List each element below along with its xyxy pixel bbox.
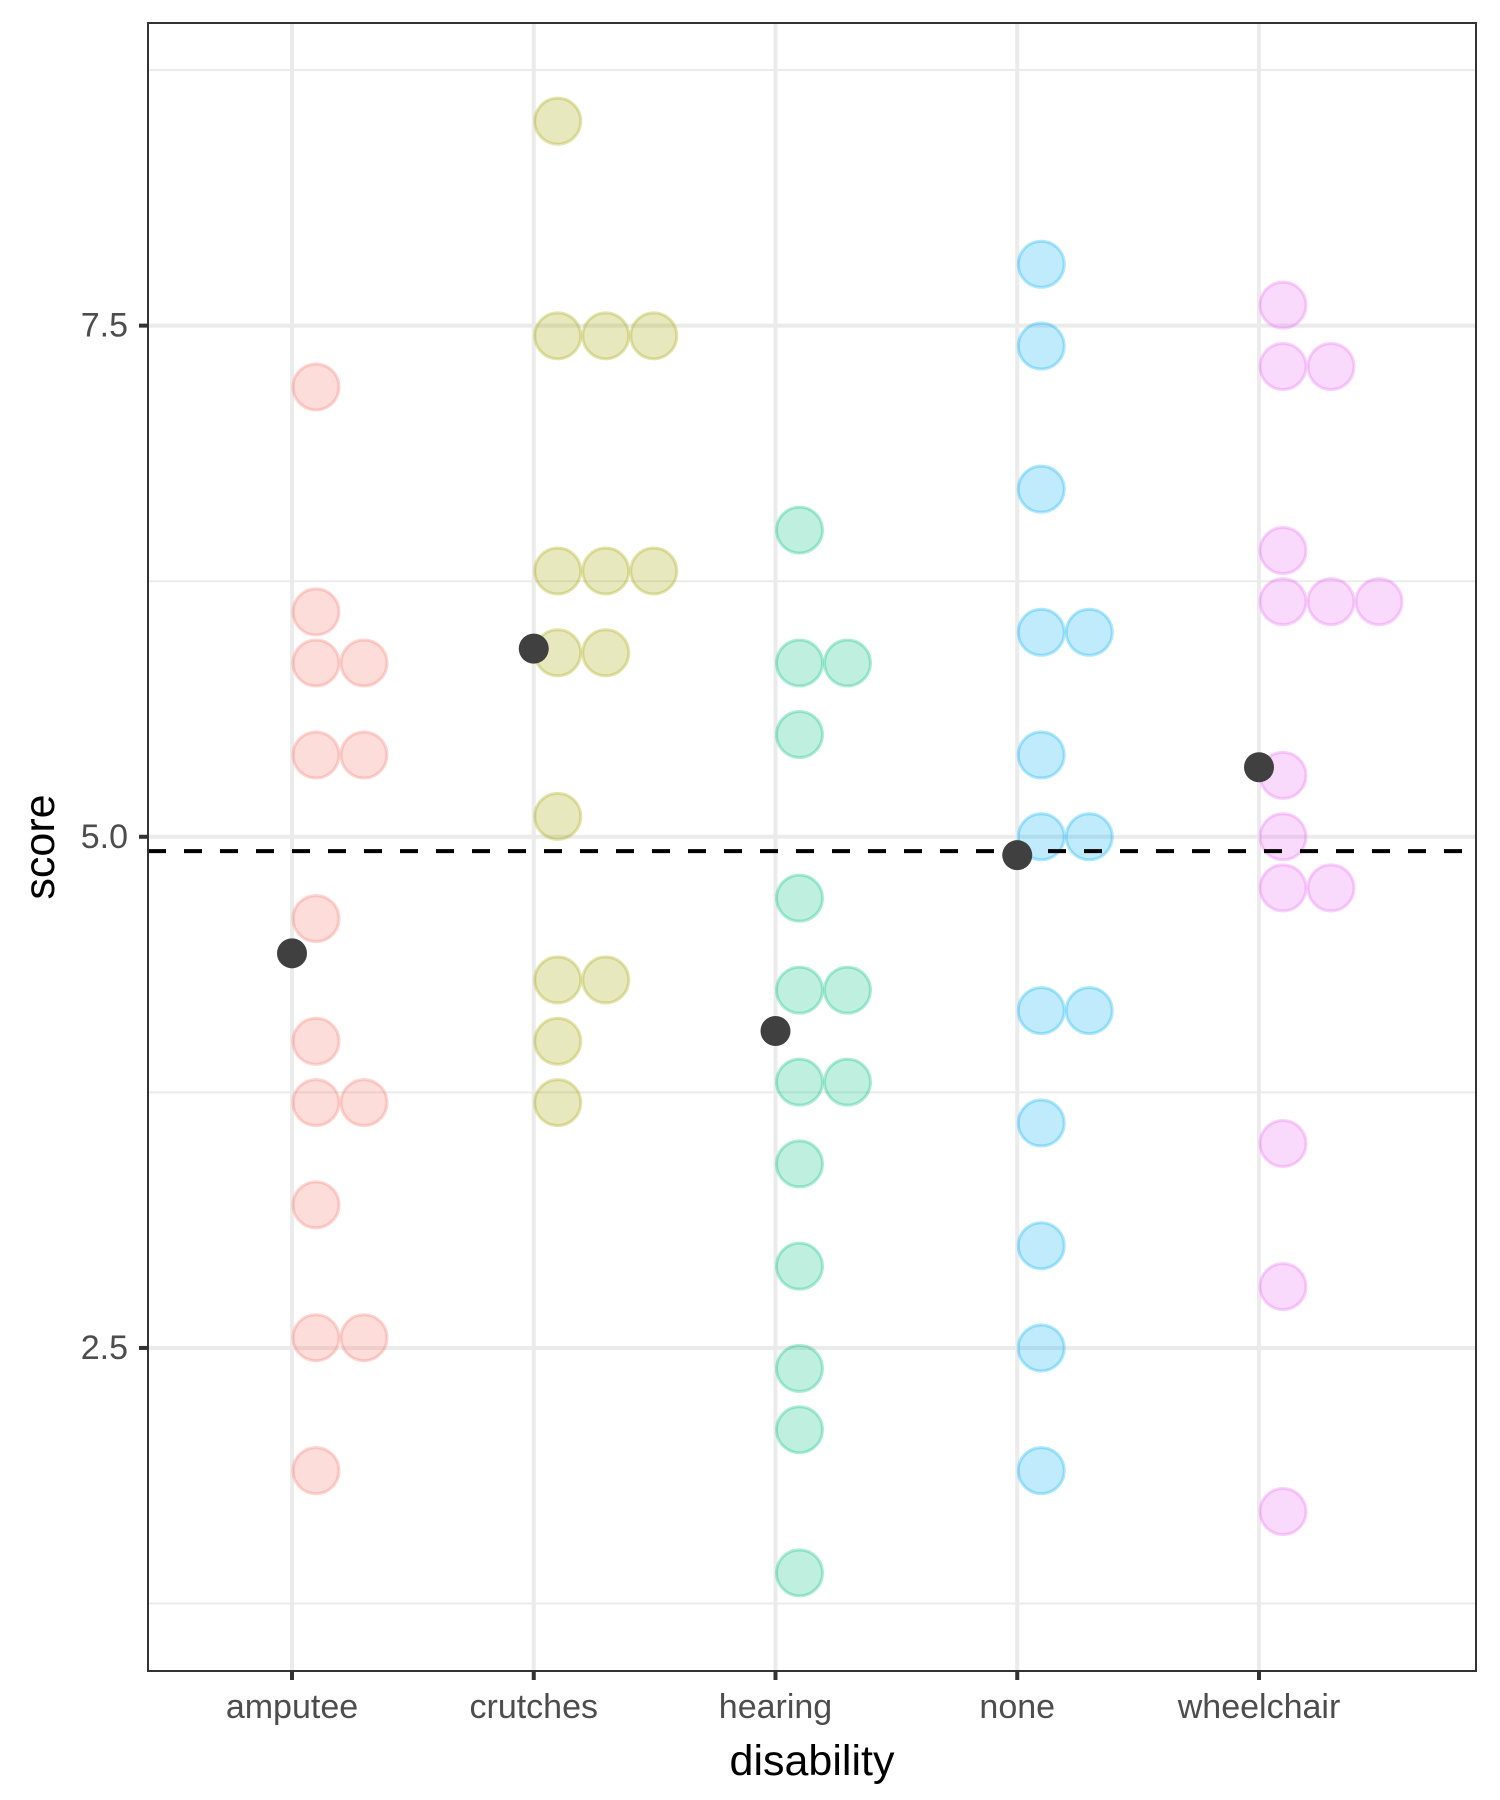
- data-point-amputee: [291, 1446, 341, 1496]
- data-point-hearing: [775, 710, 824, 760]
- data-point-crutches: [581, 628, 631, 678]
- data-point-none: [1064, 812, 1114, 862]
- data-point-amputee: [291, 730, 341, 780]
- data-point-hearing: [775, 965, 824, 1015]
- data-point-crutches: [533, 955, 583, 1005]
- data-point-hearing: [775, 505, 824, 555]
- x-axis-ticks: [290, 1671, 1261, 1680]
- data-point-wheelchair: [1354, 577, 1404, 627]
- group-mean-points: [277, 633, 1274, 1047]
- data-point-crutches: [581, 546, 631, 596]
- data-point-amputee: [339, 730, 389, 780]
- data-point-wheelchair: [1258, 280, 1308, 330]
- data-point-amputee: [291, 587, 341, 637]
- data-point-none: [1016, 1098, 1066, 1148]
- data-point-wheelchair: [1258, 342, 1308, 392]
- plot-panel: [147, 22, 1477, 1672]
- data-point-crutches: [533, 791, 583, 841]
- mean-point-hearing: [760, 1016, 791, 1047]
- data-point-none: [1016, 607, 1066, 657]
- data-point-amputee: [339, 1313, 389, 1363]
- data-point-wheelchair: [1306, 863, 1356, 913]
- data-point-none: [1016, 1221, 1066, 1271]
- mean-point-wheelchair: [1244, 752, 1274, 783]
- data-point-hearing: [823, 638, 872, 688]
- data-point-hearing: [775, 1343, 824, 1393]
- data-point-none: [1064, 986, 1114, 1036]
- data-point-wheelchair: [1258, 1487, 1308, 1537]
- data-point-wheelchair: [1258, 1262, 1308, 1312]
- minor-gridlines: [148, 69, 1476, 1605]
- data-point-none: [1064, 607, 1114, 657]
- data-point-none: [1016, 239, 1066, 289]
- data-point-hearing: [823, 1057, 872, 1107]
- data-point-crutches: [629, 311, 679, 361]
- data-point-crutches: [533, 311, 583, 361]
- x-tick-label: crutches: [470, 1688, 599, 1726]
- mean-point-crutches: [518, 633, 549, 664]
- data-point-hearing: [775, 1405, 824, 1455]
- data-point-wheelchair: [1258, 577, 1308, 627]
- data-point-hearing: [775, 1057, 824, 1107]
- y-tick-label: 7.5: [81, 307, 128, 345]
- x-tick-label: none: [979, 1688, 1055, 1726]
- x-tick-label: hearing: [719, 1688, 832, 1726]
- data-point-amputee: [339, 638, 389, 688]
- data-point-none: [1016, 730, 1066, 780]
- data-point-crutches: [629, 546, 679, 596]
- x-tick-label: amputee: [226, 1688, 358, 1726]
- x-axis-title: disability: [730, 1737, 895, 1785]
- x-axis: amputee crutches hearing none wheelchair…: [226, 1671, 1340, 1785]
- data-point-wheelchair: [1258, 526, 1308, 576]
- data-point-hearing: [775, 873, 824, 923]
- data-point-amputee: [291, 1313, 341, 1363]
- data-point-hearing: [823, 965, 872, 1015]
- data-point-amputee: [339, 1078, 389, 1128]
- x-tick-label: wheelchair: [1177, 1688, 1341, 1726]
- data-point-crutches: [533, 546, 583, 596]
- data-point-amputee: [291, 894, 341, 944]
- y-tick-label: 5.0: [81, 818, 128, 856]
- y-axis-ticks: [139, 323, 148, 1350]
- data-point-wheelchair: [1306, 577, 1356, 627]
- data-point-wheelchair: [1258, 1118, 1308, 1168]
- data-point-amputee: [291, 638, 341, 688]
- data-point-none: [1016, 321, 1066, 371]
- data-point-amputee: [291, 362, 341, 412]
- data-point-wheelchair: [1258, 863, 1308, 913]
- panel-background: [148, 23, 1476, 1671]
- data-point-hearing: [775, 1139, 824, 1189]
- data-point-crutches: [533, 1078, 583, 1128]
- data-point-hearing: [775, 1241, 824, 1291]
- data-point-none: [1016, 1323, 1066, 1373]
- y-tick-label: 2.5: [81, 1329, 128, 1367]
- data-point-crutches: [533, 1016, 583, 1066]
- data-point-amputee: [291, 1078, 341, 1128]
- data-point-amputee: [291, 1016, 341, 1066]
- data-point-crutches: [581, 955, 631, 1005]
- y-axis: 2.5 5.0 7.5 score: [16, 307, 148, 1367]
- mean-point-amputee: [277, 938, 307, 969]
- panel-border: [147, 22, 1477, 1672]
- y-axis-title: score: [16, 794, 64, 899]
- data-point-wheelchair: [1258, 812, 1308, 862]
- data-points: [291, 96, 1404, 1598]
- data-point-none: [1016, 464, 1066, 514]
- data-point-amputee: [291, 1180, 341, 1230]
- mean-point-none: [1002, 840, 1033, 871]
- data-point-none: [1016, 1446, 1066, 1496]
- data-point-none: [1016, 986, 1066, 1036]
- data-point-hearing: [775, 1548, 824, 1598]
- data-point-crutches: [581, 311, 631, 361]
- data-point-wheelchair: [1306, 342, 1356, 392]
- data-point-crutches: [533, 96, 583, 146]
- data-point-hearing: [775, 638, 824, 688]
